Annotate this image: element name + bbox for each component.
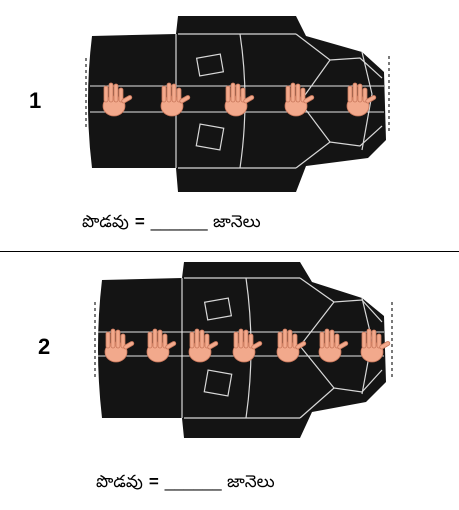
panel-number: 2: [38, 334, 51, 359]
unit-label: జానెలు: [226, 472, 275, 492]
panel-1: 1: [0, 0, 459, 252]
coat-illustration-2: [94, 262, 393, 438]
answer-blank[interactable]: ______: [150, 212, 208, 231]
hand-icon: [104, 328, 135, 363]
equals-sign: =: [148, 472, 159, 491]
hand-icon: [102, 82, 133, 117]
length-label: పొడవు: [96, 472, 143, 492]
hand-icon: [360, 328, 391, 363]
panel-2: 2: [0, 252, 459, 510]
panel-number: 1: [29, 88, 42, 113]
hand-icon: [188, 328, 219, 363]
coat-illustration-1: [85, 16, 390, 192]
answer-blank[interactable]: ______: [164, 472, 222, 491]
hand-icon: [224, 82, 255, 117]
divider: [0, 251, 459, 252]
hand-icon: [284, 82, 315, 117]
unit-label: జానెలు: [212, 212, 261, 232]
equals-sign: =: [134, 212, 145, 231]
hand-icon: [346, 82, 377, 117]
answer-line: పొడవు = ______ జానెలు: [82, 212, 261, 236]
hand-icon: [146, 328, 177, 363]
hand-icon: [276, 328, 307, 363]
hand-icon: [318, 328, 349, 363]
length-label: పొడవు: [82, 212, 129, 232]
hand-icon: [232, 328, 263, 363]
hand-icon: [160, 82, 191, 117]
answer-line: పొడవు = ______ జానెలు: [96, 472, 275, 496]
